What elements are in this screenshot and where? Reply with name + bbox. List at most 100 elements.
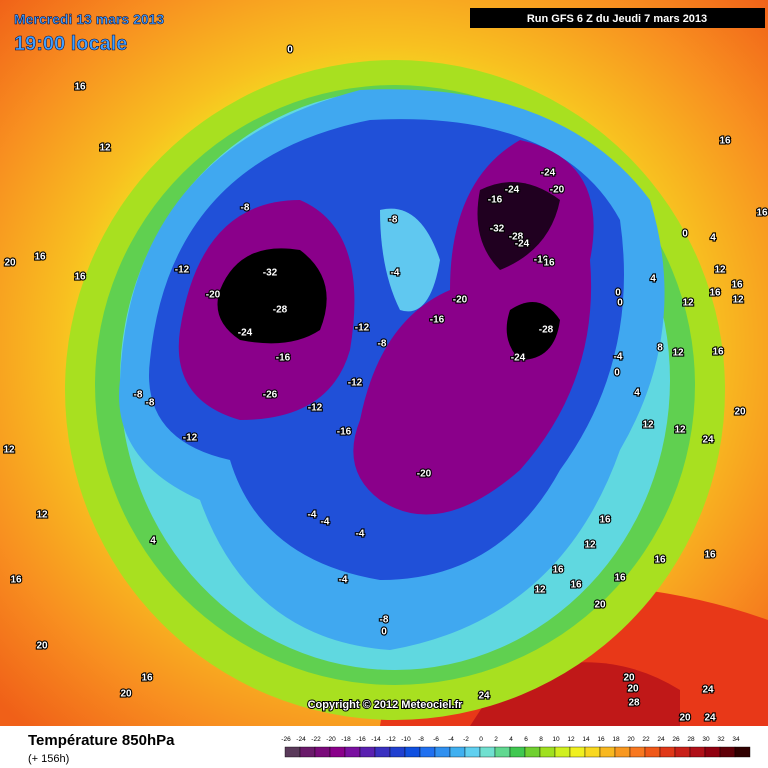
contour-label: 16 <box>599 515 611 526</box>
contour-label: 16 <box>10 575 22 586</box>
contour-label: 12 <box>714 265 726 276</box>
contour-label: -16 <box>337 427 352 438</box>
contour-label: -12 <box>183 433 198 444</box>
contour-label: 4 <box>710 233 716 244</box>
contour-label: 16 <box>141 673 153 684</box>
scale-tick-label: -6 <box>433 736 439 743</box>
scale-tick-label: 18 <box>612 736 620 743</box>
scale-tick-label: 2 <box>494 736 498 743</box>
scale-tick-label: -16 <box>356 736 366 743</box>
contour-label: 20 <box>734 407 746 418</box>
contour-label: 0 <box>617 298 623 309</box>
contour-label: -8 <box>389 215 398 226</box>
scale-swatch <box>374 746 391 758</box>
contour-label: 12 <box>584 540 596 551</box>
scale-tick-label: -24 <box>296 736 306 743</box>
scale-tick-label: 0 <box>479 736 483 743</box>
scale-tick-label: -26 <box>281 736 291 743</box>
contour-label: -20 <box>417 469 432 480</box>
contour-label: 20 <box>594 600 606 611</box>
contour-label: -28 <box>509 232 524 243</box>
scale-swatch <box>674 746 691 758</box>
contour-label: 12 <box>672 348 684 359</box>
scale-tick-label: -14 <box>371 736 381 743</box>
contour-label: 24 <box>702 685 714 696</box>
contour-label: 28 <box>628 698 640 709</box>
contour-label: -4 <box>321 517 330 528</box>
contour-label: 4 <box>150 536 156 547</box>
run-info: Run GFS 6 Z du Jeudi 7 mars 2013 <box>527 13 707 25</box>
contour-label: 16 <box>74 82 86 93</box>
contour-label: -8 <box>146 398 155 409</box>
contour-label: 0 <box>287 45 293 56</box>
contour-label: -16 <box>430 315 445 326</box>
scale-tick-label: -8 <box>418 736 424 743</box>
scale-swatch <box>599 746 616 758</box>
contour-label: -8 <box>378 339 387 350</box>
contour-label: 16 <box>552 565 564 576</box>
contour-label: -24 <box>238 328 253 339</box>
contour-label: 24 <box>702 435 714 446</box>
scale-swatch <box>719 746 736 758</box>
scale-swatch <box>539 746 556 758</box>
contour-label: 12 <box>99 143 111 154</box>
scale-tick-label: 20 <box>627 736 635 743</box>
scale-swatch <box>734 746 751 758</box>
scale-tick-label: -22 <box>311 736 321 743</box>
contour-label: -24 <box>511 353 526 364</box>
contour-label: 4 <box>634 388 640 399</box>
contour-label: 4 <box>650 274 656 285</box>
contour-label: -8 <box>134 390 143 401</box>
scale-tick-label: -18 <box>341 736 351 743</box>
contour-label: 12 <box>36 510 48 521</box>
scale-tick-label: 30 <box>702 736 710 743</box>
scale-tick-label: 26 <box>672 736 680 743</box>
contour-label: -16 <box>276 353 291 364</box>
scale-swatch <box>284 746 301 758</box>
forecast-date: Mercredi 13 mars 2013 <box>14 11 164 27</box>
scale-swatch <box>509 746 526 758</box>
scale-tick-label: 10 <box>552 736 560 743</box>
scale-swatch <box>419 746 436 758</box>
contour-label: -12 <box>355 323 370 334</box>
scale-swatch <box>494 746 511 758</box>
contour-label: 12 <box>732 295 744 306</box>
scale-tick-label: -4 <box>448 736 454 743</box>
scale-swatch <box>584 746 601 758</box>
contour-label: -4 <box>356 529 365 540</box>
contour-label: -8 <box>380 615 389 626</box>
scale-swatch <box>644 746 661 758</box>
contour-label: 16 <box>570 580 582 591</box>
scale-tick-label: 32 <box>717 736 725 743</box>
contour-label: 20 <box>120 689 132 700</box>
contour-label: 20 <box>623 673 635 684</box>
contour-label: -20 <box>206 290 221 301</box>
scale-tick-label: 6 <box>524 736 528 743</box>
lead-time: (+ 156h) <box>28 753 69 765</box>
contour-label: -4 <box>391 268 400 279</box>
scale-tick-label: 14 <box>582 736 590 743</box>
scale-swatch <box>329 746 346 758</box>
scale-tick-label: -20 <box>326 736 336 743</box>
scale-tick-label: 8 <box>539 736 543 743</box>
contour-label: -32 <box>263 268 278 279</box>
contour-label: 0 <box>614 368 620 379</box>
scale-swatch <box>344 746 361 758</box>
scale-swatch <box>689 746 706 758</box>
contour-label: 16 <box>704 550 716 561</box>
scale-swatch <box>359 746 376 758</box>
contour-label: -16 <box>488 195 503 206</box>
scale-tick-label: 4 <box>509 736 513 743</box>
contour-label: -20 <box>550 185 565 196</box>
scale-swatch <box>479 746 496 758</box>
scale-tick-label: -10 <box>401 736 411 743</box>
contour-label: 0 <box>682 229 688 240</box>
run-box <box>470 8 765 28</box>
contour-label: -20 <box>453 295 468 306</box>
contour-label: -16 <box>534 255 549 266</box>
contour-label: 16 <box>74 272 86 283</box>
scale-swatch <box>629 746 646 758</box>
contour-label: 12 <box>674 425 686 436</box>
